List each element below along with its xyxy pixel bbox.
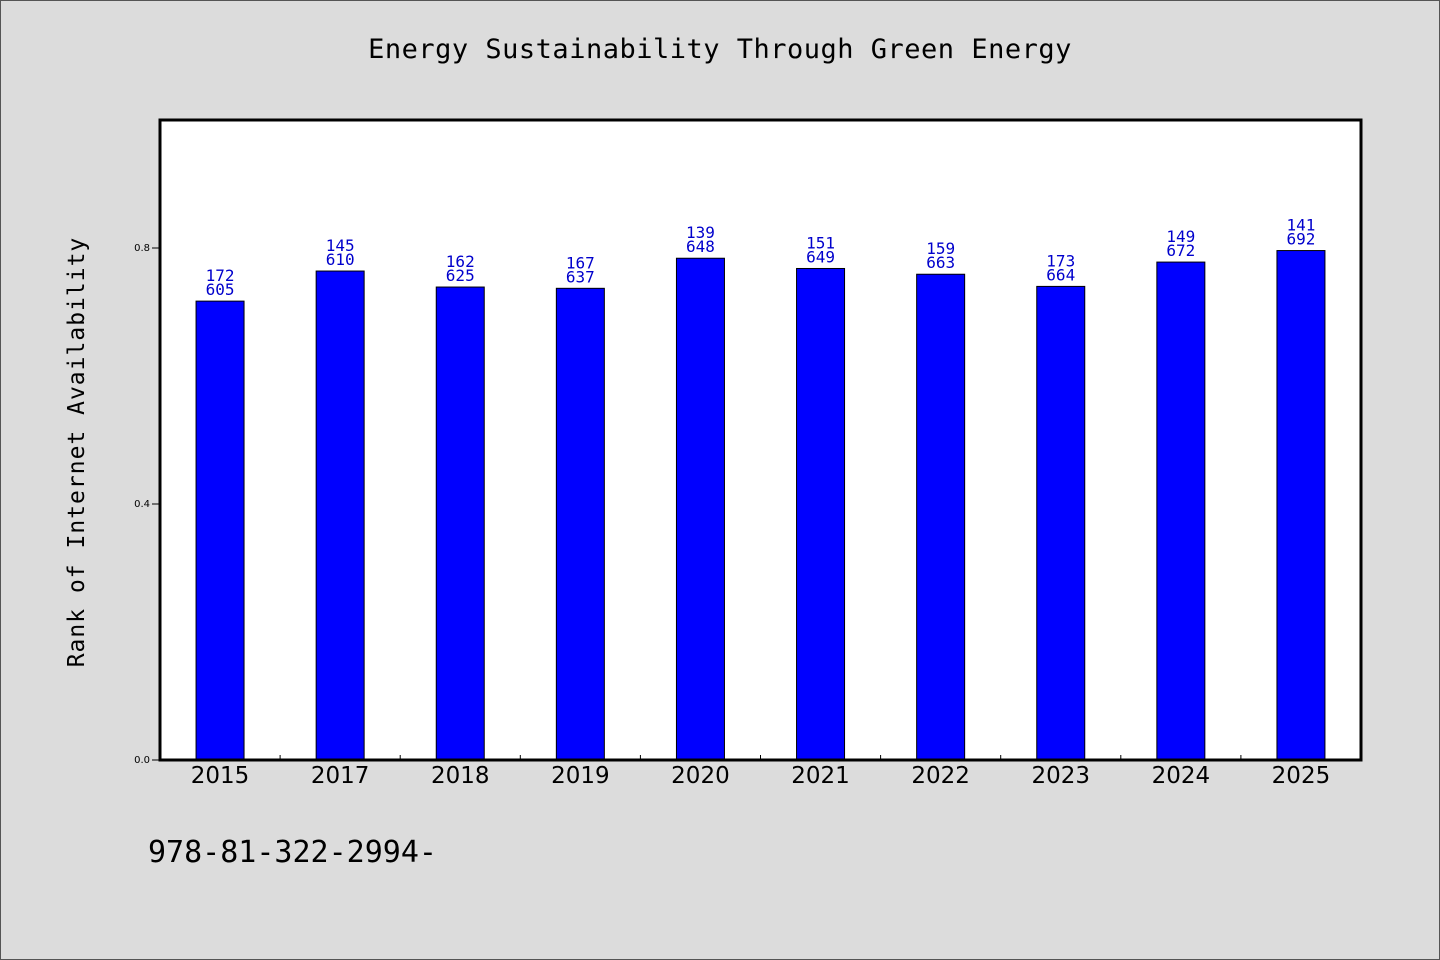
bar-label-top-2025: 141 xyxy=(1286,216,1315,235)
chart-title: Energy Sustainability Through Green Ener… xyxy=(368,34,1072,65)
x-tick-label-2021: 2021 xyxy=(791,763,850,789)
bar-2018 xyxy=(435,286,485,761)
x-tick-label-2017: 2017 xyxy=(311,763,370,789)
bar-label-bottom-2021: 649 xyxy=(806,247,835,266)
bar-label-bottom-2017: 610 xyxy=(326,250,355,269)
y-tick-label: 0.8 xyxy=(134,243,150,254)
x-tick-label-2018: 2018 xyxy=(431,763,490,789)
bar-label-top-2021: 151 xyxy=(806,233,835,252)
bar-label-top-2020: 139 xyxy=(686,223,715,242)
y-tick-label: 0.4 xyxy=(134,499,150,510)
bar-label-bottom-2019: 637 xyxy=(566,267,595,286)
bar-label-bottom-2022: 663 xyxy=(926,253,955,272)
bar-label-bottom-2018: 625 xyxy=(446,266,475,285)
bar-label-bottom-2025: 692 xyxy=(1286,230,1315,249)
y-tick-label: 0.0 xyxy=(134,755,150,766)
bar-label-bottom-2023: 664 xyxy=(1046,265,1075,284)
bar-2022 xyxy=(916,273,966,761)
bar-2020 xyxy=(675,257,725,761)
x-tick-label-2015: 2015 xyxy=(191,763,250,789)
bar-2021 xyxy=(796,267,846,761)
bar-2023 xyxy=(1036,285,1086,761)
bar-label-top-2017: 145 xyxy=(326,236,355,255)
bar-label-bottom-2020: 648 xyxy=(686,237,715,256)
x-tick-label-2020: 2020 xyxy=(671,763,730,789)
axis-layer: 2015 2017 2018 2019 2020 2021 2022 2023 2024 2025… xyxy=(134,243,1330,789)
bars-layer xyxy=(195,250,1326,761)
bar-2015 xyxy=(195,300,245,761)
bar-2025 xyxy=(1276,250,1326,761)
bar-label-bottom-2015: 605 xyxy=(206,280,235,299)
bar-label-bottom-2024: 672 xyxy=(1166,241,1195,260)
bar-label-top-2015: 172 xyxy=(206,266,235,285)
bar-label-top-2019: 167 xyxy=(566,253,595,272)
bar-label-top-2018: 162 xyxy=(446,252,475,271)
bar-label-top-2023: 173 xyxy=(1046,251,1075,270)
x-tick-label-2024: 2024 xyxy=(1152,763,1211,789)
plot-border xyxy=(158,118,1363,762)
x-tick-label-2019: 2019 xyxy=(551,763,610,789)
x-tick-label-2023: 2023 xyxy=(1031,763,1090,789)
bar-label-top-2022: 159 xyxy=(926,239,955,258)
footer-id-text: 978-81-322-2994- xyxy=(148,835,437,870)
bar-2017 xyxy=(315,270,365,761)
x-tick-label-2022: 2022 xyxy=(911,763,970,789)
bar-2024 xyxy=(1156,261,1206,761)
bar-label-top-2024: 149 xyxy=(1166,227,1195,246)
bar-2019 xyxy=(555,287,605,761)
x-tick-label-2025: 2025 xyxy=(1272,763,1331,789)
